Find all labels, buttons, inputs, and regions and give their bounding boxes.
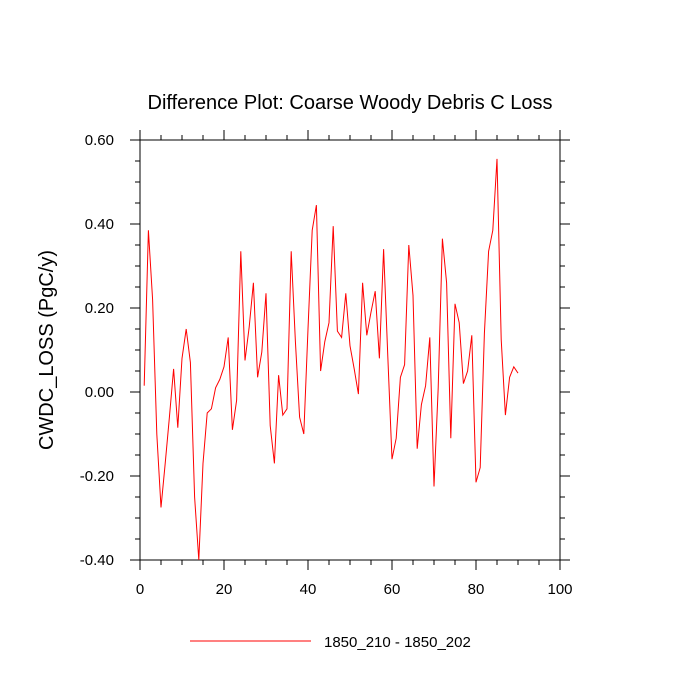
x-axis: 0 20 40 60 80 100 — [136, 130, 573, 598]
y-tick-label: -0.40 — [80, 552, 114, 569]
x-tick-label: 80 — [468, 581, 485, 598]
y-tick-label: 0.20 — [85, 300, 114, 317]
series-layer — [143, 158, 519, 561]
x-tick-label: 40 — [300, 581, 317, 598]
plot-border — [139, 139, 561, 561]
x-tick-label: 60 — [384, 581, 401, 598]
y-tick-label: 0.60 — [85, 132, 114, 149]
x-tick-label: 100 — [547, 581, 572, 598]
y-tick-label: -0.20 — [80, 468, 114, 485]
chart-title: Difference Plot: Coarse Woody Debris C L… — [148, 92, 553, 114]
x-tick-label: 0 — [136, 581, 144, 598]
y-tick-label: 0.00 — [85, 384, 114, 401]
legend-label: 1850_210 - 1850_202 — [324, 634, 471, 651]
y-axis-label: CWDC_LOSS (PgC/y) — [36, 250, 58, 450]
legend: 1850_210 - 1850_202 — [190, 634, 471, 651]
plot-frame — [139, 139, 561, 561]
series-line — [143, 158, 519, 561]
y-axis: -0.40 -0.20 0.00 0.20 0.40 0.60 — [80, 132, 570, 569]
x-tick-label: 20 — [216, 581, 233, 598]
y-tick-label: 0.40 — [85, 216, 114, 233]
